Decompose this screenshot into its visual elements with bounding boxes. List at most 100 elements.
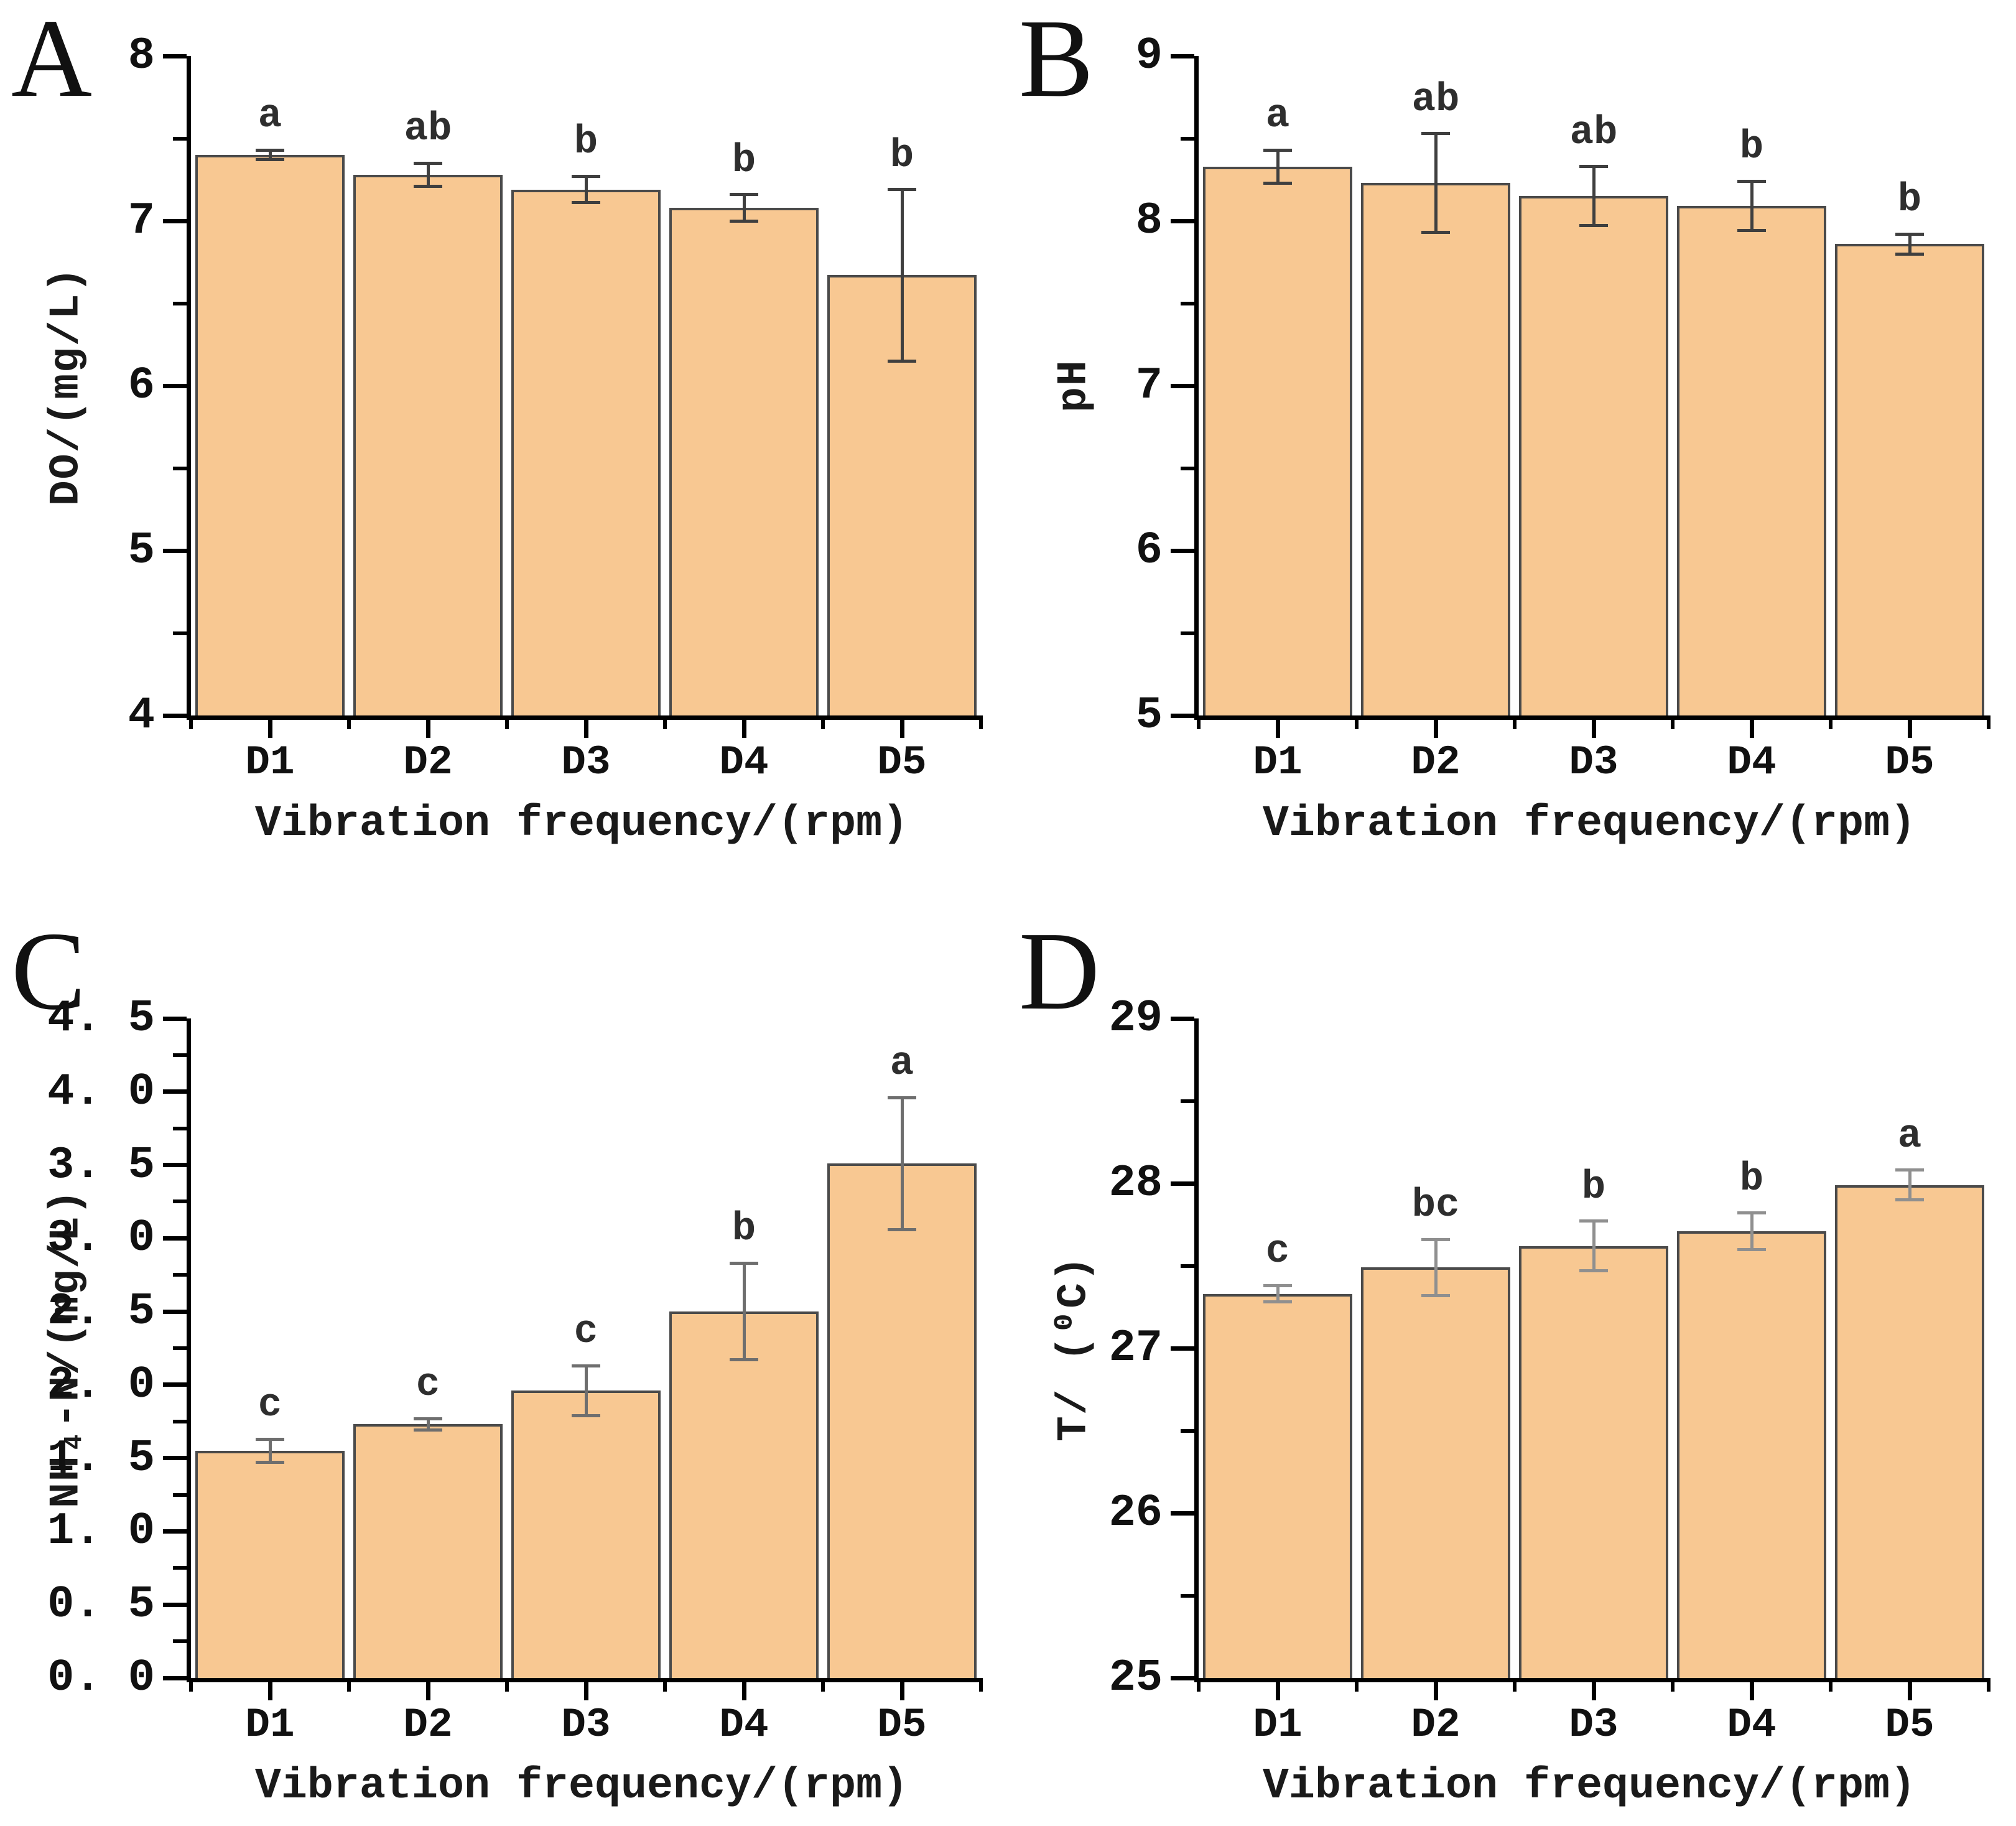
panel-label-c: C xyxy=(11,909,86,1033)
y-major-tick xyxy=(163,383,187,388)
error-cap-top xyxy=(888,1096,916,1099)
x-minor-tick xyxy=(1987,715,1990,729)
x-minor-tick xyxy=(1987,1678,1990,1692)
error-cap-bottom xyxy=(1737,229,1766,233)
bar xyxy=(1202,166,1352,715)
y-tick-label: 6 xyxy=(1135,525,1163,576)
error-bar xyxy=(1434,1239,1438,1296)
x-tick-label: D5 xyxy=(1885,1702,1935,1748)
y-major-tick xyxy=(163,1016,187,1021)
x-axis-label: Vibration frequency/(rpm) xyxy=(254,799,909,849)
error-bar xyxy=(900,189,904,361)
sig-letter: ab xyxy=(1411,77,1460,123)
error-bar xyxy=(742,1263,746,1360)
y-minor-tick xyxy=(173,466,187,470)
panel-label-a: A xyxy=(11,0,92,120)
y-minor-tick xyxy=(1181,1099,1194,1103)
x-major-tick xyxy=(1749,715,1754,738)
y-minor-tick xyxy=(173,1493,187,1497)
sig-letter: bc xyxy=(1411,1183,1460,1229)
y-tick-label: 25 xyxy=(1108,1652,1163,1703)
x-minor-tick xyxy=(1197,1678,1201,1692)
error-cap-top xyxy=(730,1261,758,1265)
sig-letter: b xyxy=(1581,1165,1606,1210)
error-bar xyxy=(1908,1170,1911,1200)
sig-letter: c xyxy=(416,1363,440,1408)
bar xyxy=(353,174,503,715)
x-minor-tick xyxy=(1355,1678,1359,1692)
y-tick-label: 8 xyxy=(1135,195,1163,246)
bar xyxy=(827,1163,977,1678)
y-major-tick xyxy=(1171,1511,1194,1516)
sig-letter: c xyxy=(1265,1229,1290,1275)
x-major-tick xyxy=(1433,715,1438,738)
x-major-tick xyxy=(1433,1678,1438,1700)
y-minor-tick xyxy=(1181,1593,1194,1598)
bar xyxy=(1676,1231,1826,1678)
x-major-tick xyxy=(267,715,272,738)
x-tick-label: D3 xyxy=(1569,739,1619,786)
x-minor-tick xyxy=(505,1678,509,1692)
y-major-tick xyxy=(163,1456,187,1461)
error-cap-top xyxy=(1737,179,1766,183)
sig-letter: b xyxy=(1897,178,1922,223)
x-minor-tick xyxy=(979,715,983,729)
x-tick-label: D4 xyxy=(1727,1702,1777,1748)
error-bar xyxy=(584,176,588,203)
error-cap-bottom xyxy=(256,158,284,162)
x-tick-label: D3 xyxy=(1569,1702,1619,1748)
x-tick-label: D2 xyxy=(403,739,453,786)
panel-label-d: D xyxy=(1019,909,1100,1033)
sig-letter: b xyxy=(890,133,914,179)
x-minor-tick xyxy=(1355,715,1359,729)
bar xyxy=(1676,206,1826,715)
panel-b: B pH 5 6 7 8 9 a D1 ab D2 ab D3 b D4 b D5 Vibration fr… xyxy=(1008,0,2015,913)
y-tick-label: 5 xyxy=(128,525,155,576)
error-cap-top xyxy=(256,148,284,152)
y-major-tick xyxy=(1171,54,1194,58)
error-cap-top xyxy=(414,1417,442,1420)
x-minor-tick xyxy=(821,1678,825,1692)
x-major-tick xyxy=(1275,715,1280,738)
y-minor-tick xyxy=(1181,631,1194,635)
y-minor-tick xyxy=(173,1566,187,1570)
y-tick-label: 1. 5 xyxy=(47,1432,155,1484)
error-cap-bottom xyxy=(1579,1269,1608,1272)
error-cap-top xyxy=(888,188,916,192)
x-minor-tick xyxy=(347,715,351,729)
x-tick-label: D3 xyxy=(561,1702,611,1748)
panel-label-b: B xyxy=(1019,0,1094,120)
x-minor-tick xyxy=(821,715,825,729)
error-bar xyxy=(1750,1213,1754,1249)
error-cap-top xyxy=(1421,1237,1450,1241)
y-major-tick xyxy=(1171,1346,1194,1351)
y-minor-tick xyxy=(173,1273,187,1277)
x-axis-label: Vibration frequency/(rpm) xyxy=(1262,1762,1916,1811)
x-tick-label: D5 xyxy=(877,1702,927,1748)
bar xyxy=(195,155,345,715)
error-cap-top xyxy=(1263,148,1292,152)
bar xyxy=(511,189,661,715)
x-tick-label: D4 xyxy=(1727,739,1777,786)
error-bar xyxy=(584,1366,588,1416)
sig-letter: b xyxy=(1739,1157,1764,1202)
y-tick-label: 27 xyxy=(1108,1323,1163,1374)
x-major-tick xyxy=(899,1678,904,1700)
x-tick-label: D1 xyxy=(245,739,295,786)
x-tick-label: D5 xyxy=(1885,739,1935,786)
y-minor-tick xyxy=(173,631,187,635)
sig-letter: a xyxy=(258,94,282,139)
y-tick-label: 0. 0 xyxy=(47,1652,155,1703)
y-tick-label: 3. 0 xyxy=(47,1213,155,1264)
error-cap-bottom xyxy=(572,201,600,205)
y-major-tick xyxy=(1171,1675,1194,1680)
error-bar xyxy=(1592,166,1596,226)
y-tick-label: 3. 5 xyxy=(47,1139,155,1191)
x-tick-label: D2 xyxy=(1411,1702,1461,1748)
y-major-tick xyxy=(163,1382,187,1387)
error-bar xyxy=(1750,181,1754,231)
y-major-tick xyxy=(163,1309,187,1314)
sig-letter: a xyxy=(1265,94,1290,139)
y-tick-label: 26 xyxy=(1108,1488,1163,1539)
